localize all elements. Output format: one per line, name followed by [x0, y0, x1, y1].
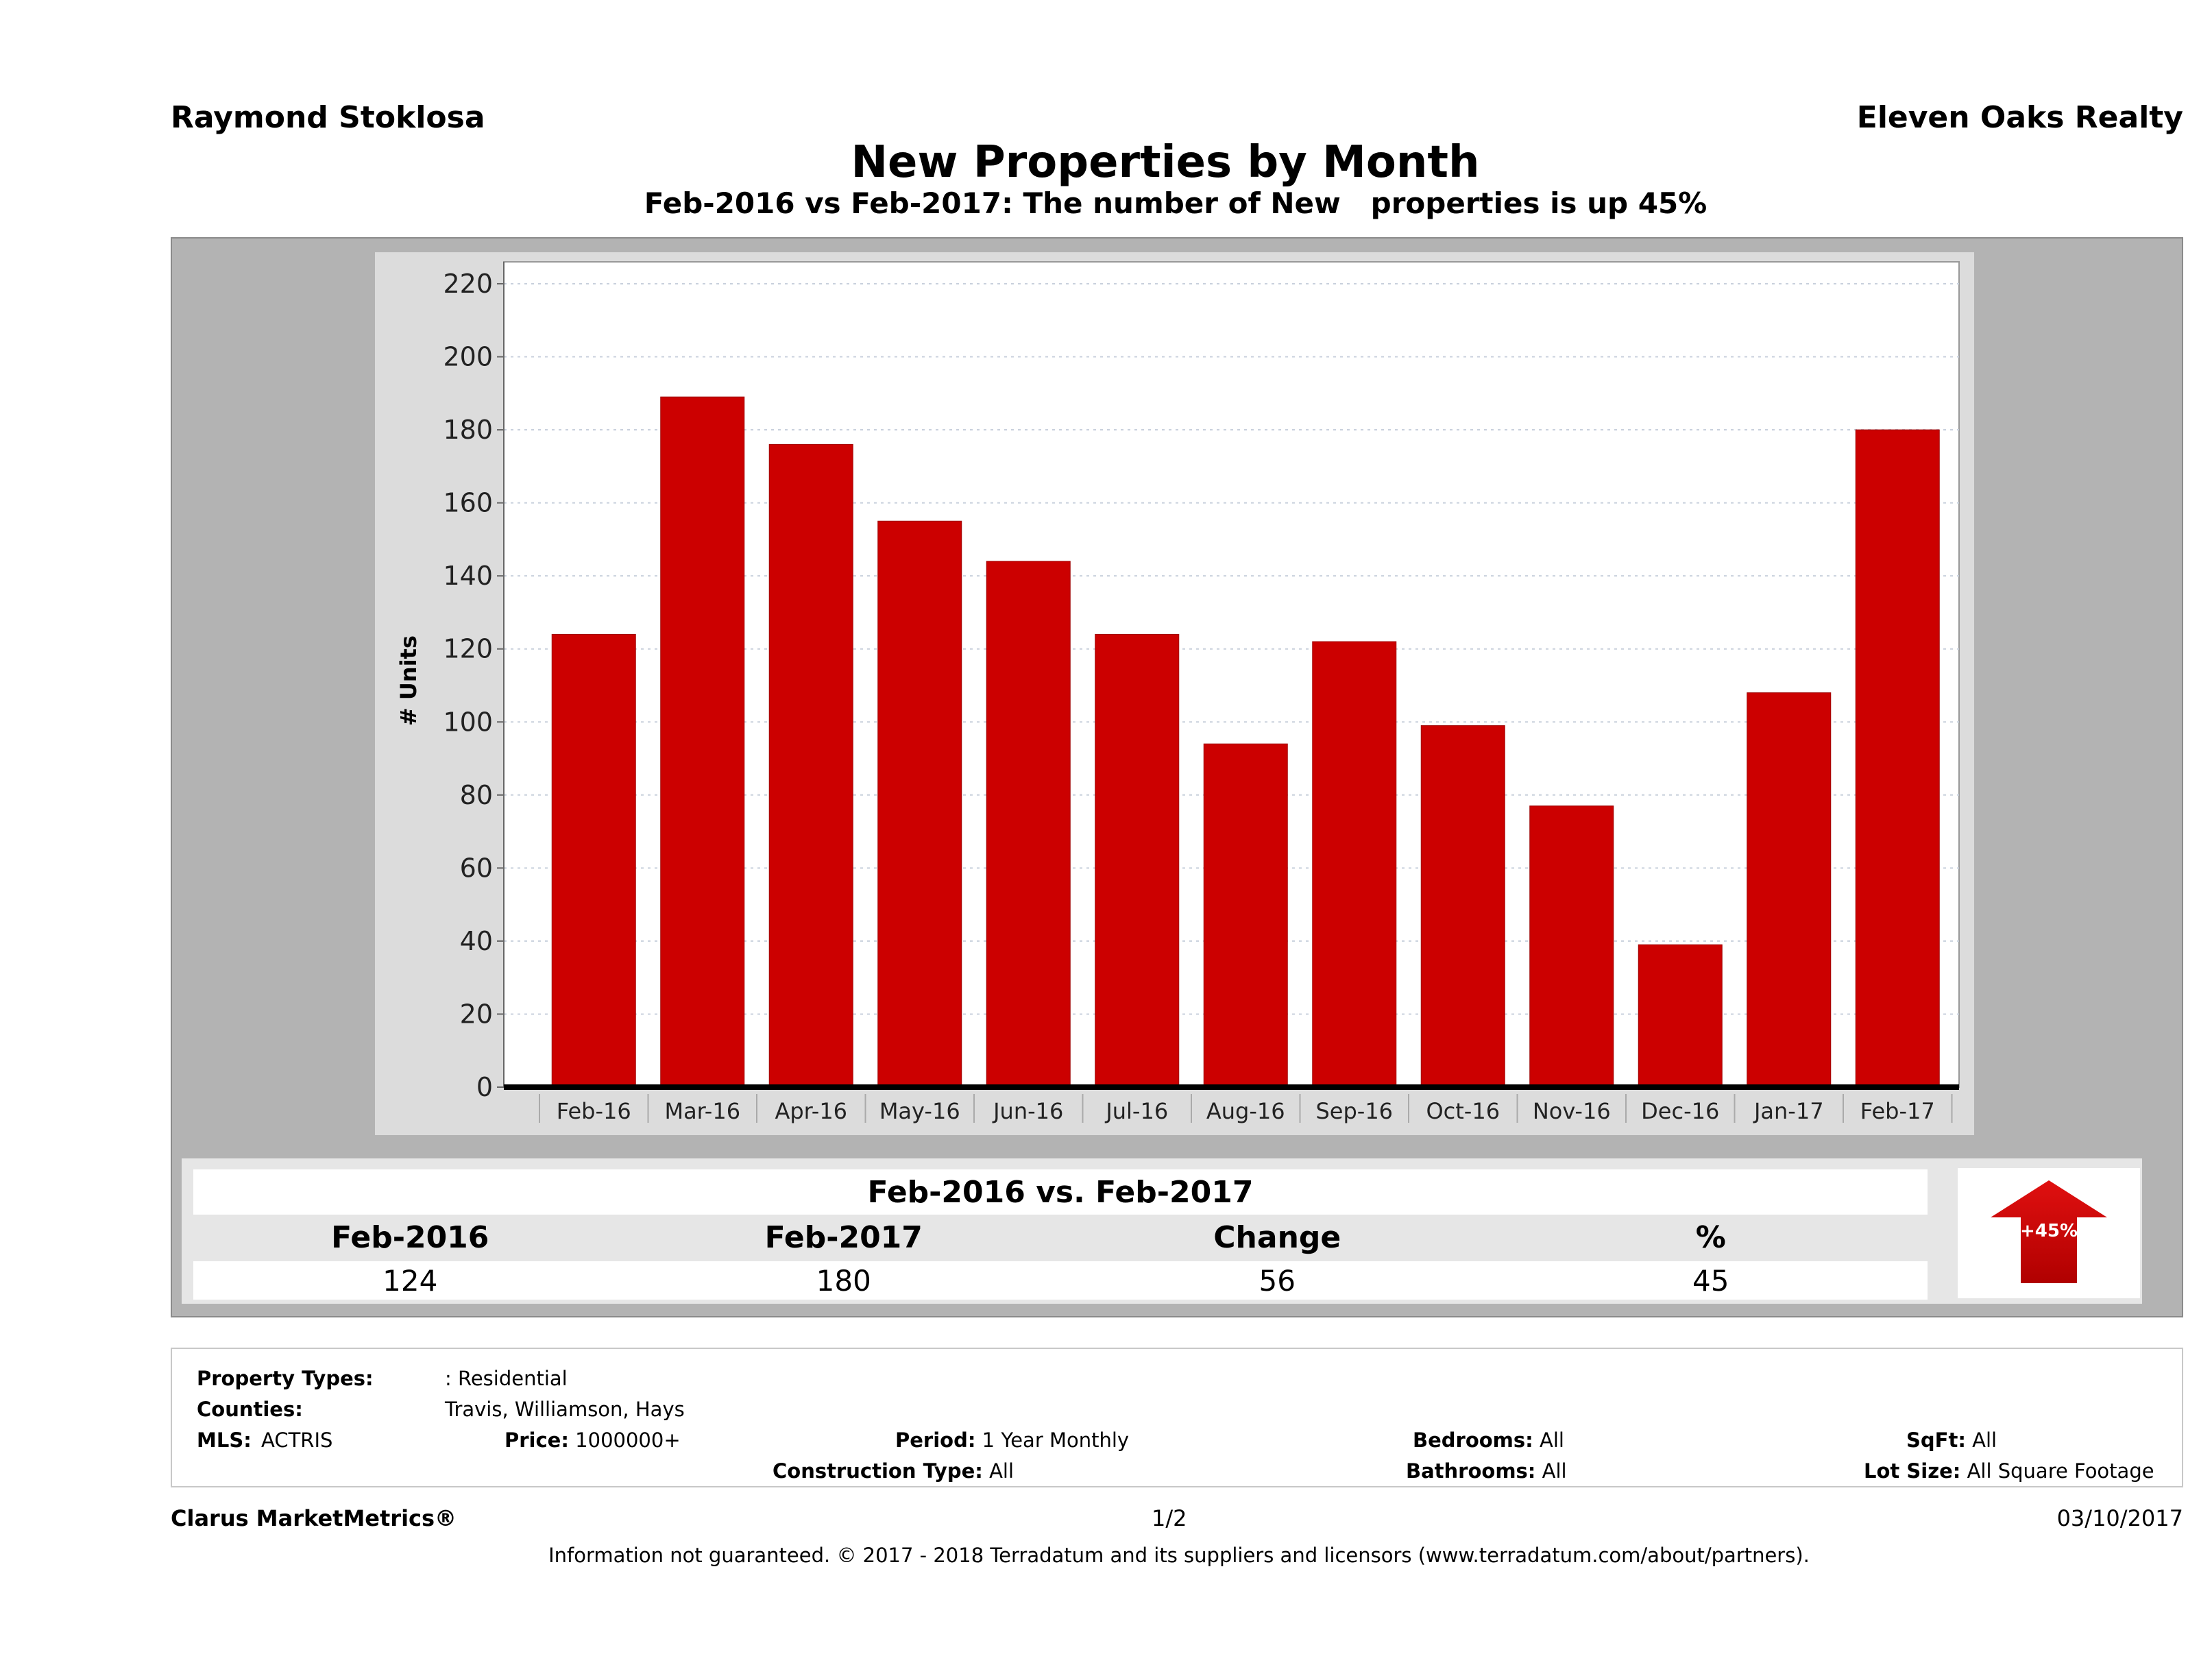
bedrooms-value: All — [1539, 1428, 1564, 1452]
summary-header: Feb-2016 — [331, 1219, 489, 1255]
mls-label: MLS: — [197, 1428, 252, 1452]
summary-header-row: Feb-2016 Feb-2017 Change % — [193, 1215, 1928, 1260]
x-tick-label: Dec-16 — [1641, 1098, 1719, 1124]
y-tick-label: 200 — [443, 342, 493, 372]
y-axis-label: # Units — [396, 635, 422, 726]
bar-oct-16 — [1420, 725, 1505, 1088]
period-label: Period: — [895, 1428, 976, 1452]
period-field: Period: 1 Year Monthly — [895, 1428, 1129, 1452]
x-tick-label: Apr-16 — [775, 1098, 847, 1124]
lotsize-field: Lot Size: All Square Footage — [1864, 1459, 2154, 1483]
x-tick-label: Sep-16 — [1315, 1098, 1393, 1124]
summary-header: % — [1695, 1219, 1726, 1255]
x-tick-label: Oct-16 — [1426, 1098, 1500, 1124]
bar-may-16 — [877, 520, 962, 1088]
y-tick-label: 160 — [443, 488, 493, 518]
summary-value: 45 — [1692, 1263, 1729, 1298]
summary-value-row: 124 180 56 45 — [193, 1261, 1928, 1300]
agent-name: Raymond Stoklosa — [171, 100, 485, 135]
property-types-label: Property Types: — [197, 1367, 374, 1390]
summary-title: Feb-2016 vs. Feb-2017 — [193, 1169, 1928, 1215]
bar-sep-16 — [1312, 641, 1397, 1088]
construction-value: All — [989, 1459, 1014, 1483]
brand-label: Clarus MarketMetrics® — [171, 1505, 457, 1531]
bedrooms-label: Bedrooms: — [1413, 1428, 1533, 1452]
bar-apr-16 — [768, 443, 853, 1088]
bars — [551, 396, 1940, 1088]
y-tick-label: 120 — [443, 634, 493, 664]
y-tick-label: 20 — [460, 999, 493, 1029]
summary-value: 56 — [1259, 1263, 1296, 1298]
bar-mar-16 — [660, 396, 745, 1088]
chart-subtitle: Feb-2016 vs Feb-2017: The number of New … — [644, 186, 1707, 220]
summary-header: Feb-2017 — [764, 1219, 923, 1255]
bar-jun-16 — [986, 561, 1071, 1088]
construction-field: Construction Type: All — [773, 1459, 1014, 1483]
y-tick-label: 40 — [460, 926, 493, 956]
x-tick-label: May-16 — [879, 1098, 960, 1124]
y-tick-label: 140 — [443, 561, 493, 591]
x-tick-label: Feb-16 — [557, 1098, 631, 1124]
bathrooms-field: Bathrooms: All — [1406, 1459, 1567, 1483]
period-value: 1 Year Monthly — [982, 1428, 1130, 1452]
x-tick-label: Feb-17 — [1860, 1098, 1935, 1124]
y-tick-label: 220 — [443, 269, 493, 299]
bar-nov-16 — [1529, 805, 1614, 1088]
bedrooms-field: Bedrooms: All — [1413, 1428, 1564, 1452]
price-field: Price: 1000000+ — [505, 1428, 681, 1452]
bathrooms-value: All — [1542, 1459, 1567, 1483]
price-value: 1000000+ — [575, 1428, 681, 1452]
lotsize-value: All Square Footage — [1967, 1459, 2154, 1483]
bar-feb-17 — [1855, 429, 1940, 1088]
company-name: Eleven Oaks Realty — [1856, 100, 2183, 135]
x-tick-label: Jul-16 — [1104, 1098, 1168, 1124]
x-tick-label: Mar-16 — [664, 1098, 740, 1124]
property-types-value: : Residential — [445, 1367, 568, 1390]
arrow-label: +45% — [2020, 1221, 2078, 1241]
up-arrow-icon: +45% — [1991, 1180, 2107, 1283]
bar-jul-16 — [1095, 633, 1180, 1088]
counties-value: Travis, Williamson, Hays — [445, 1398, 685, 1421]
mls-value: ACTRIS — [261, 1428, 333, 1452]
criteria-panel: Property Types: : Residential Counties: … — [171, 1348, 2183, 1487]
y-tick-label: 80 — [460, 780, 493, 810]
y-tick-label: 60 — [460, 853, 493, 883]
y-axis-ticks: 0 20 40 60 80 100 120 140 160 180 200 220 — [443, 262, 505, 1102]
bar-aug-16 — [1203, 743, 1288, 1088]
y-tick-label: 100 — [443, 707, 493, 737]
summary-header: Change — [1213, 1219, 1341, 1255]
bar-dec-16 — [1638, 944, 1723, 1088]
bar-feb-16 — [551, 633, 636, 1088]
x-tick-label: Nov-16 — [1533, 1098, 1611, 1124]
summary-value: 124 — [382, 1263, 438, 1298]
x-tick-label: Aug-16 — [1206, 1098, 1285, 1124]
bar-chart: 0 20 40 60 80 100 120 140 160 180 200 220 Feb-16 Mar… — [396, 261, 1960, 1124]
summary-value: 180 — [816, 1263, 871, 1298]
y-tick-label: 0 — [476, 1072, 493, 1102]
x-tick-label: Jun-16 — [992, 1098, 1063, 1124]
construction-label: Construction Type: — [773, 1459, 983, 1483]
page-number: 1/2 — [1152, 1505, 1187, 1531]
disclaimer: Information not guaranteed. © 2017 - 201… — [548, 1544, 1810, 1567]
x-tick-label: Jan-17 — [1753, 1098, 1824, 1124]
change-indicator: +45% — [1958, 1168, 2140, 1298]
price-label: Price: — [505, 1428, 569, 1452]
chart-title: New Properties by Month — [851, 137, 1480, 188]
counties-label: Counties: — [197, 1398, 303, 1421]
lotsize-label: Lot Size: — [1864, 1459, 1961, 1483]
report-date: 03/10/2017 — [2056, 1505, 2183, 1531]
bar-jan-17 — [1747, 692, 1832, 1088]
sqft-value: All — [1972, 1428, 1997, 1452]
y-tick-label: 180 — [443, 415, 493, 445]
sqft-field: SqFt: All — [1906, 1428, 1997, 1452]
x-axis-ticks: Feb-16 Mar-16 Apr-16 May-16 Jun-16 Jul-16 Aug-… — [504, 1084, 1959, 1124]
bathrooms-label: Bathrooms: — [1406, 1459, 1536, 1483]
sqft-label: SqFt: — [1906, 1428, 1966, 1452]
